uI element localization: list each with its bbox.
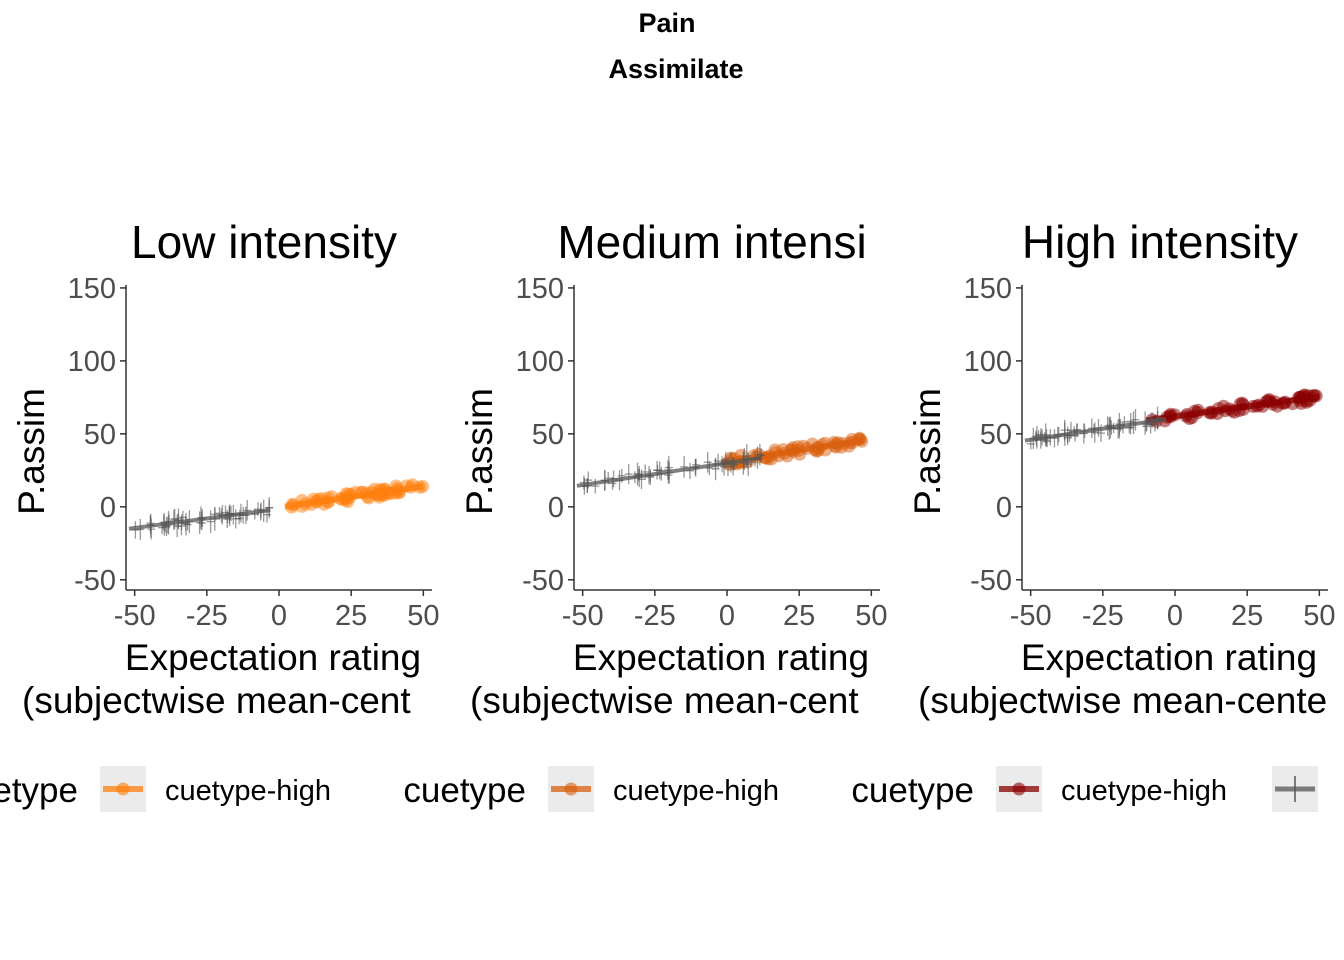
x-tick-label: -50: [562, 600, 604, 632]
x-tick-label: -25: [186, 600, 228, 632]
data-point: [744, 452, 753, 476]
legend-title: cuetype: [851, 771, 974, 810]
data-point: [174, 508, 183, 530]
panel-title: Low intensity: [131, 216, 397, 268]
legend-key-point: [1012, 782, 1026, 796]
fit-line-cuetype-low: [576, 455, 762, 488]
y-tick-label: 50: [980, 419, 1012, 451]
data-point: [1060, 419, 1069, 441]
figure-subtitle: Assimilate: [608, 54, 743, 84]
data-point: [624, 464, 633, 485]
legend-key-point: [116, 782, 130, 796]
x-tick-label: -50: [114, 600, 156, 632]
panel-title: Medium intensi: [557, 216, 866, 268]
data-point: [711, 457, 720, 481]
y-tick-label: 100: [964, 346, 1012, 378]
y-tick-label: 100: [516, 346, 564, 378]
figure-title: Pain: [638, 8, 695, 38]
y-tick-label: 150: [964, 273, 1012, 305]
panel-2: Medium intensi -50 0 50 100 150 -50 -25 0 25 50 P.a…: [403, 216, 887, 812]
y-axis-label: P.assim: [459, 388, 500, 515]
panel-title: High intensity: [1022, 216, 1298, 268]
data-point: [243, 500, 252, 521]
data-point: [703, 451, 712, 473]
x-tick-label: -25: [634, 600, 676, 632]
data-point: [664, 455, 673, 480]
legend: cuetype cuetype-high: [0, 766, 331, 812]
fit-line-cuetype-high: [1145, 393, 1320, 424]
x-axis-label: Expectation rating: [125, 637, 421, 678]
y-tick-label: -50: [522, 565, 564, 597]
legend: cuetype cuetype-high: [403, 766, 779, 812]
x-axis-label: Expectation rating: [1021, 637, 1317, 678]
legend: cuetype cuetype-high: [851, 766, 1227, 812]
series-cuetype-low: [128, 497, 274, 540]
y-tick-label: 50: [532, 419, 564, 451]
y-tick-label: 0: [548, 492, 564, 524]
y-tick-label: 100: [68, 346, 116, 378]
x-tick-label: -25: [1082, 600, 1124, 632]
x-axis-label-line2: (subjectwise mean-cente: [918, 680, 1327, 721]
x-tick-label: 25: [335, 600, 367, 632]
x-tick-label: 0: [1167, 600, 1183, 632]
series-cuetype-high: [1145, 388, 1323, 428]
data-point: [680, 456, 689, 478]
legend-entry: cuetype-high: [1061, 775, 1227, 807]
data-point: [162, 516, 171, 537]
data-point: [1153, 406, 1162, 430]
data-point: [653, 461, 662, 480]
panel-3: High intensity -50 0 50 100 150 -50 -25 0 25 50 P.a…: [851, 216, 1335, 812]
y-tick-label: 0: [996, 492, 1012, 524]
data-point: [755, 443, 764, 466]
fit-line-cuetype-low: [128, 508, 271, 531]
y-tick-label: 150: [68, 273, 116, 305]
legend-key-cuetype-low: [1272, 766, 1318, 812]
x-tick-label: 25: [1231, 600, 1263, 632]
x-tick-label: 25: [783, 600, 815, 632]
data-point: [739, 451, 748, 475]
y-axis-label: P.assim: [907, 388, 948, 515]
y-axis-label: P.assim: [11, 388, 52, 515]
x-axis-label-line2: (subjectwise mean-cent: [470, 680, 859, 721]
legend-entry: cuetype-high: [613, 775, 779, 807]
data-point: [182, 512, 190, 536]
x-axis-label: Expectation rating: [573, 637, 869, 678]
y-tick-label: 150: [516, 273, 564, 305]
series-cuetype-high: [284, 478, 430, 514]
data-point: [265, 497, 274, 519]
data-point: [231, 509, 240, 529]
data-point: [633, 462, 642, 486]
data-point: [169, 509, 178, 531]
x-tick-label: -50: [1010, 600, 1052, 632]
legend-entry: cuetype-high: [165, 775, 331, 807]
series-cuetype-low: [1024, 406, 1167, 450]
fit-line-cuetype-low: [1024, 417, 1167, 443]
x-tick-label: 50: [407, 600, 439, 632]
y-tick-label: 0: [100, 492, 116, 524]
legend-title: cuetype: [0, 771, 78, 810]
legend-key-point: [564, 782, 578, 796]
data-point: [206, 510, 215, 533]
data-point: [757, 448, 766, 463]
data-point: [720, 457, 728, 476]
panel-1: Low intensity -50 0 50 100 150 -50 -25 0 25 50 P.as…: [0, 216, 439, 812]
series-cuetype-low: [576, 443, 766, 495]
x-axis-label-line2: (subjectwise mean-cent: [22, 680, 411, 721]
fit-line-cuetype-high: [284, 483, 424, 510]
x-tick-label: 0: [271, 600, 287, 632]
data-point: [637, 469, 646, 490]
x-tick-label: 50: [1303, 600, 1335, 632]
y-tick-label: -50: [970, 565, 1012, 597]
x-tick-label: 50: [855, 600, 887, 632]
legend-title: cuetype: [403, 771, 526, 810]
x-tick-label: 0: [719, 600, 735, 632]
y-tick-label: 50: [84, 419, 116, 451]
data-point: [1131, 408, 1140, 431]
y-tick-label: -50: [74, 565, 116, 597]
